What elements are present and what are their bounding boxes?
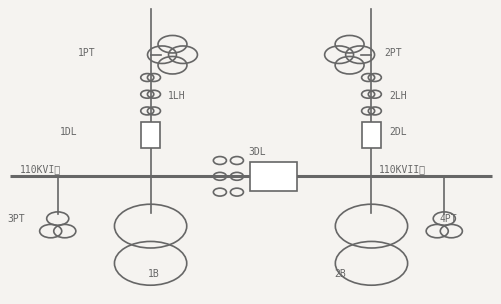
Text: 1PT: 1PT — [78, 48, 95, 58]
Text: 2PT: 2PT — [383, 48, 401, 58]
Text: 2DL: 2DL — [388, 127, 406, 137]
Text: 1B: 1B — [148, 269, 159, 278]
Bar — [141, 123, 160, 148]
Text: 110KVI母: 110KVI母 — [20, 164, 61, 174]
Text: 2LH: 2LH — [388, 91, 406, 101]
Text: 3DL: 3DL — [248, 147, 266, 157]
Bar — [361, 123, 380, 148]
Text: 3PT: 3PT — [8, 214, 25, 224]
Text: 1LH: 1LH — [168, 91, 185, 101]
Bar — [249, 162, 297, 191]
Text: 4PT: 4PT — [438, 214, 456, 224]
Text: 1DL: 1DL — [60, 127, 78, 137]
Text: 2B: 2B — [333, 269, 345, 278]
Text: 110KVII母: 110KVII母 — [378, 164, 425, 174]
